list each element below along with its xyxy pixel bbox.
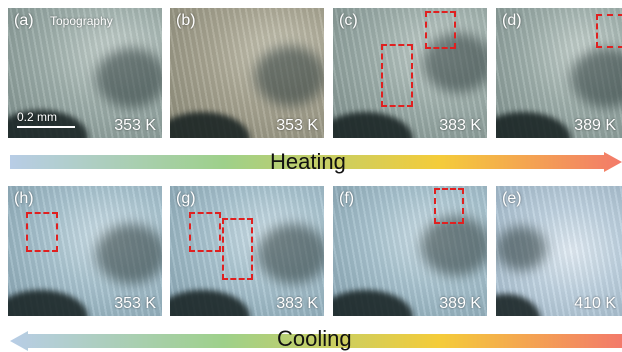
micrograph-d: (d) 389 K bbox=[496, 8, 622, 138]
roi-box bbox=[596, 14, 622, 48]
heating-arrow-shape bbox=[10, 152, 622, 172]
micrograph-e: (e) 410 K bbox=[496, 186, 622, 316]
heating-label: Heating bbox=[270, 149, 346, 174]
panel-label: (g) bbox=[176, 190, 196, 207]
panel-label: (c) bbox=[339, 12, 358, 29]
panel-label: (h) bbox=[14, 190, 34, 207]
heating-arrow bbox=[10, 152, 622, 172]
temperature-label: 383 K bbox=[276, 295, 318, 312]
temperature-label: 353 K bbox=[114, 117, 156, 134]
cooling-arrow-shape bbox=[10, 331, 622, 351]
panel-label: (a) bbox=[14, 12, 34, 29]
dark-region bbox=[96, 48, 162, 108]
panel-label: (d) bbox=[502, 12, 522, 29]
dark-region bbox=[421, 216, 487, 276]
dark-region bbox=[571, 48, 622, 108]
temperature-label: 389 K bbox=[574, 117, 616, 134]
panel-label: (f) bbox=[339, 190, 355, 207]
temperature-label: 383 K bbox=[439, 117, 481, 134]
temperature-label: 410 K bbox=[574, 295, 616, 312]
roi-box bbox=[425, 11, 456, 49]
cooling-arrow bbox=[10, 331, 622, 351]
dark-region bbox=[258, 224, 324, 284]
micrograph-b: (b) 353 K bbox=[170, 8, 324, 138]
roi-box bbox=[434, 188, 464, 224]
scale-bar-label: 0.2 mm bbox=[17, 110, 58, 124]
micrograph-a: (a) Topography 0.2 mm 353 K bbox=[8, 8, 162, 138]
dark-region bbox=[255, 46, 324, 106]
micrograph-c: (c) 383 K bbox=[333, 8, 487, 138]
panel-label: (e) bbox=[502, 190, 522, 207]
dark-region bbox=[96, 224, 162, 284]
topography-annotation: Topography bbox=[50, 14, 113, 28]
micrograph-g: (g) 383 K bbox=[170, 186, 324, 316]
roi-box bbox=[26, 212, 58, 252]
temperature-label: 353 K bbox=[114, 295, 156, 312]
temperature-label: 353 K bbox=[276, 117, 318, 134]
panel-label: (b) bbox=[176, 12, 196, 29]
scale-bar bbox=[17, 126, 75, 128]
cooling-label: Cooling bbox=[277, 326, 352, 351]
roi-box bbox=[381, 44, 413, 107]
temperature-label: 389 K bbox=[439, 295, 481, 312]
dark-region bbox=[496, 226, 546, 271]
roi-box bbox=[189, 212, 221, 252]
roi-box bbox=[222, 218, 253, 280]
micrograph-f: (f) 389 K bbox=[333, 186, 487, 316]
micrograph-h: (h) 353 K bbox=[8, 186, 162, 316]
